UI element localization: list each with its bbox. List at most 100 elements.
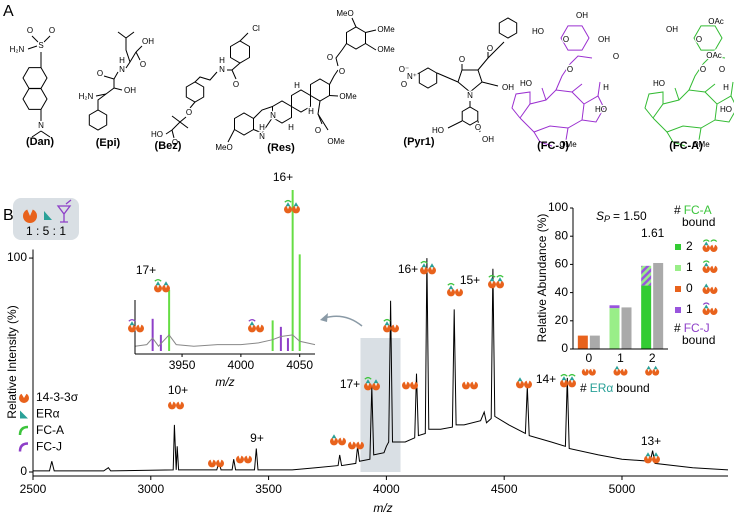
bond bbox=[688, 63, 704, 91]
atom-label: OMe bbox=[692, 140, 710, 149]
sp-symbol: S bbox=[596, 209, 604, 223]
ligand bbox=[488, 274, 496, 278]
bond bbox=[714, 95, 734, 123]
atom-label: H bbox=[723, 83, 729, 92]
ring bbox=[560, 25, 590, 51]
bond bbox=[43, 35, 51, 43]
binding-groove bbox=[712, 244, 716, 249]
bond bbox=[351, 17, 357, 28]
bond bbox=[40, 130, 51, 138]
binding-groove bbox=[615, 368, 619, 373]
bond bbox=[511, 91, 531, 119]
legend-swatch bbox=[675, 307, 681, 313]
bond bbox=[117, 31, 131, 63]
legend-label: 14-3-3σ bbox=[36, 390, 79, 404]
binding-groove bbox=[518, 380, 522, 385]
atom-label: OMe bbox=[327, 137, 345, 146]
atom-label: OMe bbox=[377, 25, 395, 34]
binding-groove bbox=[170, 401, 174, 406]
complex-icon bbox=[613, 365, 628, 376]
binding-groove bbox=[704, 244, 708, 249]
sp-label: SP = 1.50 bbox=[596, 209, 647, 224]
charge-label: 14+ bbox=[536, 372, 556, 386]
binding-groove bbox=[350, 441, 354, 446]
x-label-part: # bbox=[580, 381, 587, 395]
x-tick-label: 3000 bbox=[137, 482, 164, 496]
bond bbox=[189, 101, 196, 109]
er-alpha bbox=[384, 321, 390, 326]
complex-icon bbox=[128, 318, 144, 333]
atom-label: HO bbox=[151, 130, 163, 139]
binding-groove bbox=[366, 382, 370, 387]
ligand bbox=[364, 376, 372, 380]
bar-segment bbox=[641, 265, 652, 286]
bond bbox=[113, 87, 123, 91]
er-alpha bbox=[421, 263, 427, 268]
bond bbox=[698, 127, 702, 141]
atom-label: O bbox=[172, 138, 178, 147]
binding-groove bbox=[238, 455, 242, 460]
binding-groove bbox=[250, 324, 254, 329]
x-tick-label: 5000 bbox=[609, 482, 636, 496]
legend-icon bbox=[20, 410, 28, 419]
complex-icon bbox=[702, 302, 718, 315]
predicted-sp: 1.61 bbox=[641, 226, 665, 240]
binding-groove bbox=[246, 455, 250, 460]
charge-label: 10+ bbox=[168, 383, 188, 397]
binding-groove bbox=[258, 324, 262, 329]
atom-label: OMe bbox=[377, 45, 395, 54]
legend-label: ERα bbox=[36, 407, 60, 421]
binding-groove bbox=[393, 324, 397, 329]
ratio-text: 1 : 5 : 1 bbox=[26, 224, 66, 238]
legend-icon bbox=[18, 442, 29, 452]
bond bbox=[231, 62, 241, 71]
atom-label: O bbox=[97, 69, 103, 78]
atom-label: O bbox=[475, 123, 481, 132]
x-label-part: bound bbox=[616, 381, 649, 395]
binding-groove bbox=[472, 381, 476, 386]
er-alpha bbox=[285, 202, 291, 207]
atom-label: OMe bbox=[339, 92, 357, 101]
complex-icon bbox=[402, 381, 418, 390]
complex-icon bbox=[462, 381, 478, 390]
binding-groove bbox=[130, 324, 134, 329]
er-alpha bbox=[569, 376, 575, 381]
y-axis-label: Relative Intensity (%) bbox=[5, 305, 19, 418]
ligand bbox=[710, 239, 718, 242]
legend-icon bbox=[18, 425, 29, 436]
bond bbox=[674, 87, 680, 101]
inset-spectrum bbox=[134, 334, 316, 347]
predicted-bar bbox=[621, 307, 632, 349]
er-alpha bbox=[489, 277, 495, 282]
y-tick-label: 0 bbox=[20, 464, 27, 478]
er-alpha bbox=[448, 285, 454, 290]
ring bbox=[22, 67, 48, 89]
bond bbox=[171, 129, 175, 139]
binding-groove bbox=[358, 441, 362, 446]
ring bbox=[498, 17, 518, 39]
x-axis-label: m/z bbox=[373, 501, 392, 515]
bond bbox=[125, 31, 135, 39]
atom-label: H bbox=[603, 83, 609, 92]
ligand bbox=[383, 318, 391, 322]
atom-label: H bbox=[288, 123, 294, 132]
binding-groove bbox=[457, 288, 461, 293]
complex-icon bbox=[348, 441, 364, 450]
atom-label: O bbox=[327, 53, 333, 62]
ligand bbox=[702, 302, 710, 305]
atom-label: N bbox=[119, 65, 125, 74]
binding-groove bbox=[374, 382, 378, 387]
y-tick-label: 40 bbox=[555, 285, 569, 299]
binding-groove bbox=[404, 381, 408, 386]
complex-icon bbox=[702, 283, 718, 294]
bond bbox=[135, 45, 143, 53]
predicted-bar bbox=[653, 262, 664, 349]
x-tick-label: 2500 bbox=[20, 482, 47, 496]
atom-label: O bbox=[186, 108, 192, 117]
ring bbox=[310, 78, 330, 102]
complex-icon bbox=[236, 455, 252, 464]
x-label-part: ERα bbox=[590, 381, 614, 395]
ring bbox=[693, 25, 723, 51]
bond bbox=[704, 83, 716, 93]
ligand bbox=[496, 274, 504, 278]
